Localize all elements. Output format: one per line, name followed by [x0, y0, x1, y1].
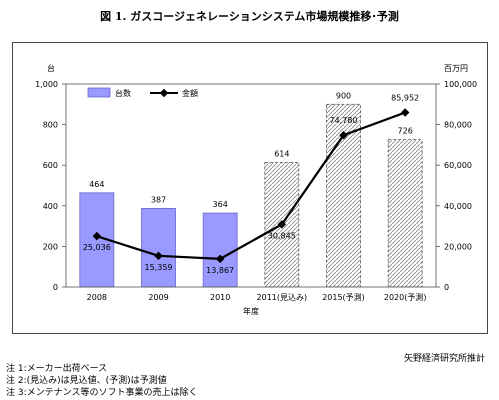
line-point [400, 108, 410, 117]
legend-marker-line [159, 88, 169, 98]
bar-value-label: 464 [89, 180, 104, 189]
note-1: 注 1:メーカー出荷ベース [6, 364, 108, 374]
right-tick-label: 20,000 [444, 242, 472, 251]
x-tick-label: 2020(予測) [384, 292, 427, 302]
left-tick-label: 1,000 [35, 80, 58, 89]
x-tick-label: 2011(見込み) [257, 293, 308, 302]
right-tick-label: 60,000 [444, 161, 472, 170]
line-value-label: 74,780 [330, 116, 358, 125]
note-2: 注 2:(見込み)は見込値、(予測)は予測値 [6, 376, 167, 386]
x-tick-label: 2009 [148, 293, 168, 302]
line-value-label: 15,359 [145, 263, 173, 272]
left-tick-label: 200 [43, 242, 58, 251]
chart-frame [12, 42, 488, 334]
legend-label-bar: 台数 [115, 88, 131, 98]
x-tick-label: 2010 [210, 293, 230, 302]
notes-block: 注 1:メーカー出荷ベース 注 2:(見込み)は見込値、(予測)は予測値 注 3… [6, 363, 197, 399]
chart-title: 図 1. ガスコージェネレーションシステム市場規模推移･予測 [100, 10, 399, 23]
left-tick-label: 800 [43, 121, 58, 130]
line-value-label: 85,952 [391, 94, 419, 103]
right-tick-label: 100,000 [444, 80, 477, 89]
line-value-label: 25,036 [83, 243, 111, 252]
note-3: 注 3:メンテナンス等のソフト事業の売上は除く [6, 388, 198, 398]
line-point [339, 130, 348, 140]
bar [202, 212, 238, 288]
bar [387, 139, 423, 288]
line-value-label: 30,845 [268, 231, 296, 240]
amount-line [96, 111, 406, 260]
legend-swatch-bar [87, 87, 111, 98]
bar-value-label: 614 [274, 149, 289, 158]
left-axis-unit: 台 [47, 63, 55, 73]
bar-value-label: 364 [213, 200, 228, 209]
source-note: 矢野経済研究所推計 [403, 354, 485, 364]
line-point [92, 231, 102, 241]
x-axis-label: 年度 [243, 306, 259, 316]
left-tick-label: 600 [43, 161, 58, 170]
right-tick-label: 0 [444, 283, 449, 292]
bar-value-label: 387 [151, 195, 166, 204]
line-point [277, 220, 287, 229]
chart-svg: 464 387 364 614 900 726 25,036 15,359 13,867 30,8… [35, 63, 477, 316]
plot-area [65, 83, 437, 288]
left-tick-label: 400 [43, 202, 58, 211]
bar-value-label: 726 [398, 127, 413, 136]
right-tick-label: 40,000 [444, 202, 472, 211]
bar-value-label: 900 [336, 91, 351, 100]
right-tick-label: 80,000 [444, 121, 472, 130]
x-tick-label: 2015(予測) [322, 292, 365, 302]
x-tick-label: 2008 [87, 293, 107, 302]
legend-label-line: 金額 [182, 88, 198, 98]
left-tick-label: 0 [53, 283, 58, 292]
line-value-label: 13,867 [206, 266, 234, 275]
bar [141, 208, 176, 288]
line-point [154, 251, 163, 261]
right-axis-unit: 百万円 [444, 64, 468, 73]
